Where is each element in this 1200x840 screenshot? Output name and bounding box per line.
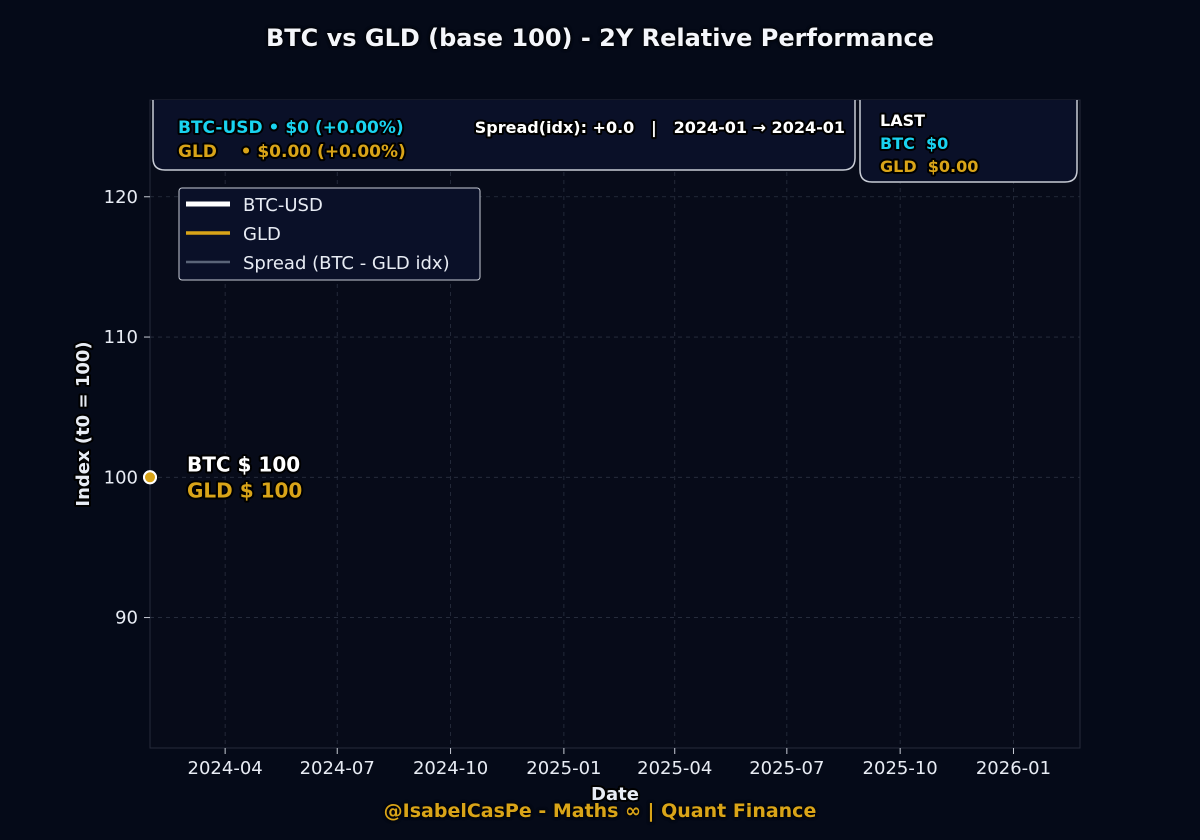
x-tick-label: 2024-04 bbox=[188, 758, 263, 779]
y-tick-label: 90 bbox=[115, 608, 138, 629]
y-axis-label: Index (t0 = 100) bbox=[73, 341, 94, 506]
x-tick-label: 2024-10 bbox=[413, 758, 488, 779]
footer-credit: @IsabelCasPe - Maths ∞ | Quant Finance bbox=[383, 800, 817, 822]
x-tick-label: 2026-01 bbox=[976, 758, 1051, 779]
end-label-btc: BTC $ 100 bbox=[187, 452, 300, 476]
last-btc: BTC $0 bbox=[880, 134, 948, 153]
x-tick-label: 2025-04 bbox=[637, 758, 712, 779]
x-tick-label: 2024-07 bbox=[300, 758, 375, 779]
end-label-gld: GLD $ 100 bbox=[187, 478, 302, 502]
x-axis-label: Date bbox=[591, 784, 639, 805]
x-tick-label: 2025-01 bbox=[526, 758, 601, 779]
chart-title: BTC vs GLD (base 100) - 2Y Relative Perf… bbox=[265, 24, 935, 52]
x-tick-label: 2025-07 bbox=[749, 758, 824, 779]
y-tick-label: 110 bbox=[104, 327, 138, 348]
legend-label: BTC-USD bbox=[243, 195, 323, 216]
last-box bbox=[859, 100, 1078, 183]
last-gld: GLD $0.00 bbox=[880, 157, 978, 176]
x-tick-label: 2025-10 bbox=[863, 758, 938, 779]
header-gld-line: GLD • $0.00 (+0.00%) bbox=[178, 142, 406, 162]
header-box bbox=[152, 100, 856, 171]
last-title: LAST bbox=[880, 111, 925, 130]
header-btc-line: BTC-USD • $0 (+0.00%) bbox=[178, 118, 404, 138]
legend-label: Spread (BTC - GLD idx) bbox=[243, 253, 450, 274]
legend-label: GLD bbox=[243, 224, 281, 245]
data-point-gld bbox=[143, 470, 157, 485]
y-tick-label: 100 bbox=[104, 467, 138, 488]
legend-box bbox=[178, 187, 481, 281]
header-spread-line: Spread(idx): +0.0 | 2024-01 → 2024-01 bbox=[475, 118, 845, 138]
y-tick-label: 120 bbox=[104, 187, 138, 208]
